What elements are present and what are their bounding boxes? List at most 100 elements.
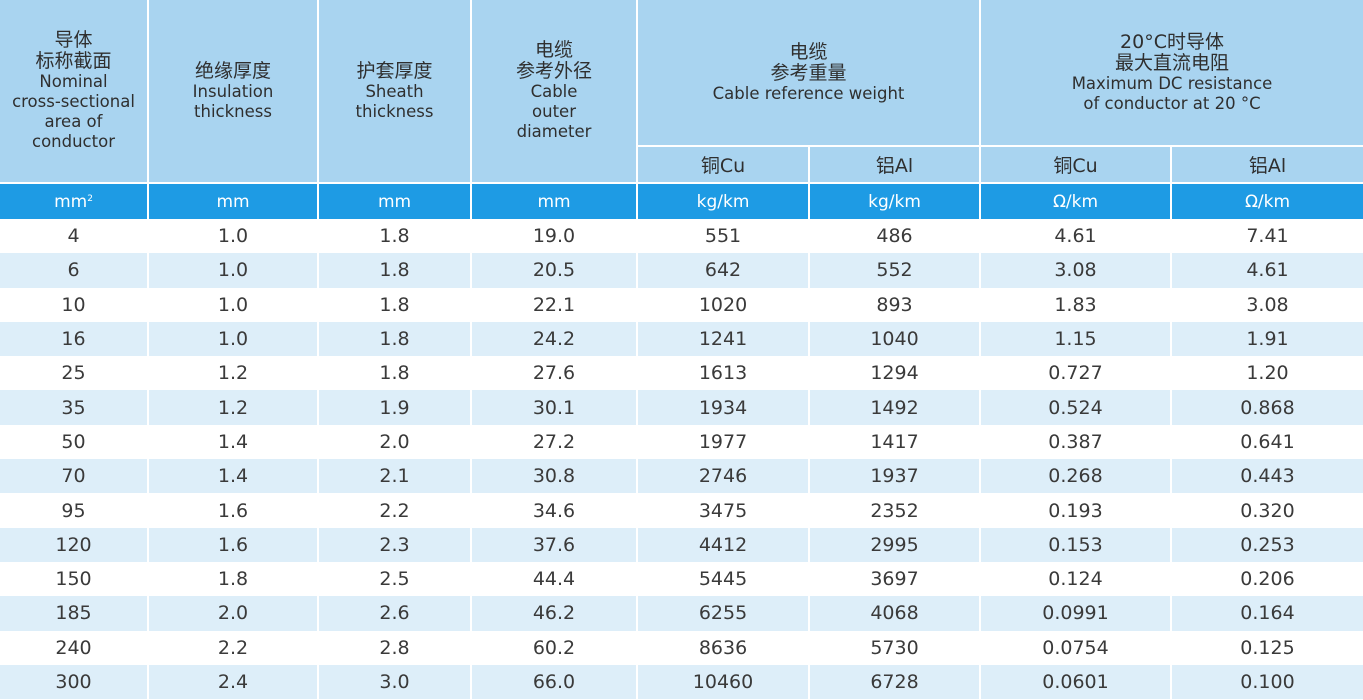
cell-weight-cu: 1020 <box>637 287 810 322</box>
cell-weight-al: 4068 <box>809 596 981 631</box>
cell-insulation: 1.0 <box>148 321 319 357</box>
header-weight: 电缆 参考重量 Cable reference weight <box>637 0 981 147</box>
cell-diameter: 19.0 <box>471 219 638 254</box>
cell-res-cu: 0.0754 <box>980 630 1172 665</box>
cell-res-cu: 1.15 <box>980 321 1172 357</box>
header-resistance-en1: Maximum DC resistance <box>1071 73 1273 93</box>
cell-sheath: 2.0 <box>318 424 472 460</box>
cell-insulation: 2.2 <box>148 630 319 665</box>
cell-res-al: 0.641 <box>1171 424 1363 460</box>
cell-diameter: 30.1 <box>471 390 638 425</box>
unit-area-sup: 2 <box>87 193 93 204</box>
cell-area: 300 <box>0 664 149 700</box>
cell-insulation: 2.0 <box>148 596 319 631</box>
cell-weight-al: 2995 <box>809 527 981 562</box>
cell-sheath: 2.5 <box>318 561 472 597</box>
cell-weight-cu: 1241 <box>637 321 810 357</box>
cell-area: 10 <box>0 287 149 322</box>
cell-sheath: 2.1 <box>318 459 472 494</box>
cell-res-cu: 0.153 <box>980 527 1172 562</box>
header-diameter-en3: diameter <box>516 122 592 141</box>
unit-res-cu: Ω/km <box>980 183 1172 219</box>
table-row: 240 2.2 2.8 60.2 8636 5730 0.0754 0.125 <box>0 630 1363 665</box>
cell-sheath: 1.8 <box>318 321 472 357</box>
header-area-en1: Nominal <box>39 72 108 91</box>
table-body: 4 1.0 1.8 19.0 551 486 4.61 7.41 6 1.0 1.8 20.5 642 5… <box>0 219 1363 700</box>
cell-weight-cu: 3475 <box>637 493 810 528</box>
table-row: 185 2.0 2.6 46.2 6255 4068 0.0991 0.164 <box>0 596 1363 631</box>
header-weight-zh1: 电缆 <box>789 40 828 63</box>
cell-res-cu: 0.0601 <box>980 664 1172 700</box>
cell-sheath: 2.8 <box>318 630 472 665</box>
cell-res-cu: 1.83 <box>980 287 1172 322</box>
unit-res-al: Ω/km <box>1171 183 1363 219</box>
cell-area: 35 <box>0 390 149 425</box>
cell-insulation: 1.0 <box>148 219 319 254</box>
cell-weight-al: 552 <box>809 253 981 288</box>
cell-weight-cu: 551 <box>637 219 810 254</box>
cell-weight-al: 1417 <box>809 424 981 460</box>
unit-area-text: mm <box>54 191 88 212</box>
cell-sheath: 1.8 <box>318 356 472 391</box>
header-insulation: 绝缘厚度 Insulation thickness <box>148 0 319 184</box>
cell-res-al: 7.41 <box>1171 219 1363 254</box>
cell-diameter: 66.0 <box>471 664 638 700</box>
header-weight-en: Cable reference weight <box>712 83 905 103</box>
cell-insulation: 1.6 <box>148 493 319 528</box>
unit-diameter: mm <box>471 183 638 219</box>
cell-res-al: 1.20 <box>1171 356 1363 391</box>
cell-area: 120 <box>0 527 149 562</box>
cell-res-al: 0.253 <box>1171 527 1363 562</box>
table-row: 50 1.4 2.0 27.2 1977 1417 0.387 0.641 <box>0 424 1363 460</box>
header-resistance-zh2: 最大直流电阻 <box>1115 51 1230 74</box>
cell-weight-cu: 10460 <box>637 664 810 700</box>
cell-sheath: 1.8 <box>318 219 472 254</box>
table-row: 25 1.2 1.8 27.6 1613 1294 0.727 1.20 <box>0 356 1363 391</box>
cell-weight-al: 1040 <box>809 321 981 357</box>
cell-sheath: 2.2 <box>318 493 472 528</box>
cell-weight-al: 1492 <box>809 390 981 425</box>
header-area-en4: conductor <box>32 132 115 151</box>
cell-res-cu: 0.387 <box>980 424 1172 460</box>
cell-weight-al: 5730 <box>809 630 981 665</box>
header-res-cu: 铜Cu <box>980 146 1172 184</box>
cell-sheath: 2.3 <box>318 527 472 562</box>
header-diameter-en2: outer <box>532 102 576 121</box>
cell-insulation: 2.4 <box>148 664 319 700</box>
cell-insulation: 1.0 <box>148 287 319 322</box>
unit-sheath: mm <box>318 183 472 219</box>
cell-weight-cu: 4412 <box>637 527 810 562</box>
cell-weight-cu: 1934 <box>637 390 810 425</box>
cell-res-al: 0.443 <box>1171 459 1363 494</box>
table-row: 300 2.4 3.0 66.0 10460 6728 0.0601 0.100 <box>0 664 1363 700</box>
cell-weight-cu: 6255 <box>637 596 810 631</box>
cell-res-cu: 0.727 <box>980 356 1172 391</box>
cell-weight-al: 1294 <box>809 356 981 391</box>
cell-diameter: 44.4 <box>471 561 638 597</box>
header-insulation-en2: thickness <box>194 101 272 121</box>
cell-res-al: 0.206 <box>1171 561 1363 597</box>
cell-res-cu: 0.268 <box>980 459 1172 494</box>
header-area-en3: area of <box>44 112 103 131</box>
header-weight-al: 铝Al <box>809 146 981 184</box>
table-row: 10 1.0 1.8 22.1 1020 893 1.83 3.08 <box>0 287 1363 322</box>
unit-weight-cu: kg/km <box>637 183 810 219</box>
header-resistance-en2: of conductor at 20 °C <box>1083 93 1261 113</box>
cell-weight-cu: 8636 <box>637 630 810 665</box>
cell-insulation: 1.0 <box>148 253 319 288</box>
cell-weight-cu: 5445 <box>637 561 810 597</box>
header-sheath: 护套厚度 Sheath thickness <box>318 0 472 184</box>
cell-res-cu: 4.61 <box>980 219 1172 254</box>
cell-area: 185 <box>0 596 149 631</box>
table-row: 70 1.4 2.1 30.8 2746 1937 0.268 0.443 <box>0 459 1363 494</box>
header-area-zh1: 导体 <box>54 29 93 51</box>
cell-weight-cu: 642 <box>637 253 810 288</box>
cell-diameter: 22.1 <box>471 287 638 322</box>
cell-diameter: 20.5 <box>471 253 638 288</box>
header-row-sub: 铜Cu 铝Al 铜Cu 铝Al <box>0 146 1363 184</box>
cell-sheath: 2.6 <box>318 596 472 631</box>
cell-area: 25 <box>0 356 149 391</box>
cell-res-al: 0.125 <box>1171 630 1363 665</box>
cell-area: 70 <box>0 459 149 494</box>
